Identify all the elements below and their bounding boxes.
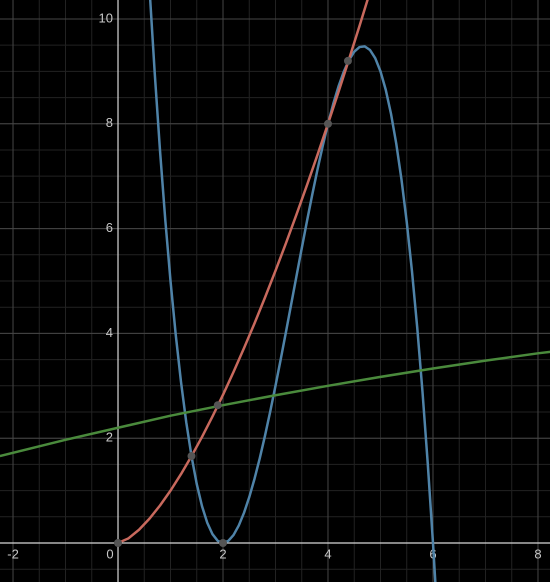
x-tick-label: 8: [534, 546, 541, 561]
x-tick-label: 2: [219, 546, 226, 561]
intersection-point: [343, 56, 352, 65]
y-tick-label: 8: [106, 115, 113, 130]
curve: [0, 350, 550, 458]
intersection-point: [114, 539, 123, 548]
intersection-point: [219, 539, 228, 548]
curve: [148, 0, 437, 582]
x-tick-label: 0: [106, 546, 113, 561]
x-tick-label: -2: [7, 546, 19, 561]
intersection-point: [213, 401, 222, 410]
y-tick-label: 6: [106, 220, 113, 235]
intersection-point: [187, 452, 196, 461]
x-tick-label: 4: [324, 546, 331, 561]
intersection-point: [323, 119, 332, 128]
y-tick-label: 4: [106, 325, 113, 340]
y-tick-label: 2: [106, 430, 113, 445]
y-tick-label: 10: [99, 10, 113, 25]
